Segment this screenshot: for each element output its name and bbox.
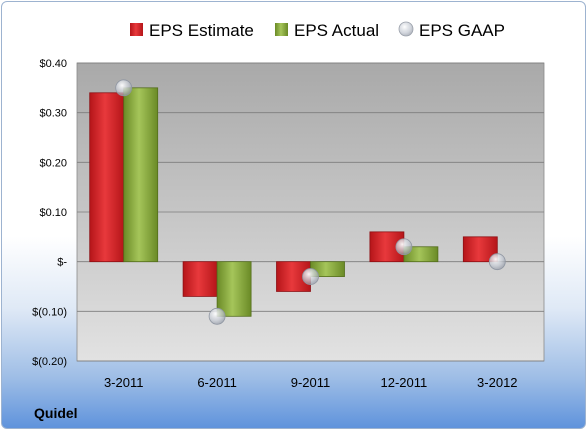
y-tick-label: $- — [57, 257, 67, 269]
gaap-markers — [115, 79, 506, 325]
x-tick-label: 9-2011 — [291, 375, 331, 390]
legend-label-gaap: EPS GAAP — [419, 21, 505, 40]
x-tick-label: 12-2011 — [381, 375, 428, 390]
bars — [89, 87, 498, 317]
x-tick-label: 6-2011 — [197, 375, 237, 390]
y-tick-label: $(0.20) — [32, 356, 67, 368]
bar-eps-actual — [216, 261, 252, 317]
bar-eps-estimate — [182, 261, 218, 297]
y-axis-ticks: $0.40 $0.30 $0.20 $0.10 $- $(0.10) $(0.20) — [32, 58, 67, 368]
legend-label-actual: EPS Actual — [294, 21, 379, 40]
y-tick-label: $0.30 — [39, 108, 67, 120]
marker-eps-gaap — [208, 307, 226, 325]
y-tick-label: $0.40 — [39, 58, 67, 70]
x-tick-label: 3-2012 — [477, 375, 517, 390]
x-axis-labels: 3-2011 6-2011 9-2011 12-2011 3-2012 — [104, 375, 518, 390]
x-tick-label: 3-2011 — [104, 375, 144, 390]
marker-eps-gaap — [302, 268, 319, 285]
bar-eps-estimate — [89, 92, 125, 263]
bar-eps-actual — [123, 87, 159, 263]
y-tick-label: $0.20 — [39, 157, 67, 169]
company-label: Quidel — [34, 405, 78, 421]
y-tick-label: $(0.10) — [32, 306, 67, 318]
legend-swatch-gaap — [398, 21, 414, 37]
y-tick-label: $0.10 — [39, 207, 67, 219]
marker-eps-gaap — [115, 79, 133, 97]
marker-eps-gaap — [488, 253, 506, 271]
marker-eps-gaap — [395, 238, 413, 256]
legend-swatch-actual — [275, 23, 288, 36]
legend-label-estimate: EPS Estimate — [149, 21, 254, 40]
legend-swatch-estimate — [130, 23, 143, 36]
legend: EPS Estimate EPS Actual EPS GAAP — [130, 21, 505, 40]
